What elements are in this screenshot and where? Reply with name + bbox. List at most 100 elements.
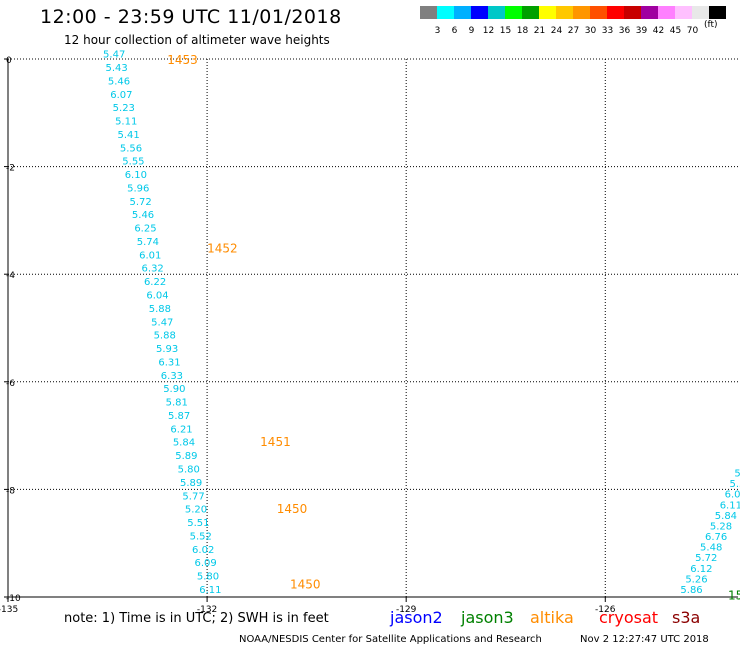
wave-height-point: 6.09	[725, 490, 740, 501]
wave-height-point: 5.87	[168, 411, 190, 422]
legend-swatch	[624, 6, 641, 19]
legend-label: 15	[499, 26, 512, 36]
wave-height-point: 6.31	[158, 357, 180, 368]
legend-swatch	[590, 6, 607, 19]
legend-label: 9	[468, 26, 475, 36]
x-tick-label: -132	[197, 605, 217, 615]
wave-height-point: 5.72	[695, 553, 717, 564]
legend-swatch	[658, 6, 675, 19]
legend-label: 18	[516, 26, 529, 36]
wave-height-point: 6.32	[142, 264, 164, 275]
sat-label-s3a: s3a	[672, 608, 701, 627]
y-tick-label: -10	[6, 594, 21, 604]
wave-height-point: 5.46	[108, 76, 130, 87]
wave-height-point: 5.23	[113, 103, 135, 114]
legend-label: 36	[618, 26, 631, 36]
legend-swatch	[454, 6, 471, 19]
wave-height-point: 5.89	[180, 478, 202, 489]
wave-height-point: 5.47	[734, 469, 740, 480]
x-tick-label: -135	[0, 605, 18, 615]
y-tick-label: -8	[6, 486, 15, 496]
wave-height-point: 6.02	[192, 545, 214, 556]
y-tick-label: 0	[6, 56, 12, 66]
chart-title: 12:00 - 23:59 UTC 11/01/2018	[40, 6, 342, 28]
legend-swatch	[471, 6, 488, 19]
wave-height-point: 6.04	[146, 291, 168, 302]
legend-swatch	[522, 6, 539, 19]
wave-height-point: 6.07	[110, 90, 132, 101]
legend-label: 21	[533, 26, 546, 36]
wave-height-point: 6.12	[690, 564, 712, 575]
wave-height-point: 5.88	[149, 304, 171, 315]
wave-height-point: 5.48	[700, 543, 722, 554]
wave-height-point: 6.09	[194, 558, 216, 569]
wave-height-point: 5.86	[680, 585, 702, 596]
x-tick-label: -129	[396, 605, 417, 615]
legend-label: 33	[601, 26, 614, 36]
legend-unit: (ft)	[704, 20, 718, 30]
sat-label-cryosat: cryosat	[599, 608, 659, 627]
y-tick-label: -6	[6, 379, 15, 389]
wave-height-point: 5.72	[130, 197, 152, 208]
wave-height-point: 6.76	[705, 532, 727, 543]
wave-height-point: 5.89	[175, 451, 197, 462]
legend-label: 6	[451, 26, 458, 36]
legend-label: 24	[550, 26, 563, 36]
legend-label: 45	[669, 26, 682, 36]
wave-height-point: 6.22	[144, 277, 166, 288]
wave-height-point: 6.10	[125, 170, 147, 181]
wave-height-point: 5.41	[117, 130, 139, 141]
wave-height-point: 5.55	[122, 157, 144, 168]
wave-height-point: 5.47	[103, 50, 125, 61]
y-tick-label: -2	[6, 164, 15, 174]
sat-label-jason2: jason2	[390, 608, 443, 627]
wave-height-point: 5.84	[173, 438, 195, 449]
legend-swatch	[692, 6, 709, 19]
wave-height-point: 5.96	[127, 183, 149, 194]
wave-height-point: 5.80	[178, 464, 200, 475]
wave-height-point: 5.34	[730, 479, 740, 490]
wave-height-point: 5.77	[182, 491, 204, 502]
wave-height-point: 5.81	[166, 398, 188, 409]
legend-swatch	[505, 6, 522, 19]
legend-swatch	[539, 6, 556, 19]
pass-time-label: 1452	[207, 241, 238, 255]
pass-time-label: 1453	[167, 53, 198, 67]
wave-height-point: 5.47	[151, 317, 173, 328]
wave-height-point: 5.88	[154, 331, 176, 342]
legend-swatch	[437, 6, 454, 19]
wave-height-point: 5.56	[120, 143, 142, 154]
pass-time-label: 1551	[728, 588, 740, 602]
wave-height-point: 6.11	[720, 500, 740, 511]
footer-credit: NOAA/NESDIS Center for Satellite Applica…	[239, 634, 542, 645]
wave-height-point: 5.51	[187, 518, 209, 529]
legend-swatch	[607, 6, 624, 19]
sat-label-altika: altika	[530, 608, 574, 627]
legend-label: 42	[652, 26, 665, 36]
pass-time-label: 1450	[277, 502, 308, 516]
wave-height-point: 5.46	[132, 210, 154, 221]
legend-swatch	[675, 6, 692, 19]
wave-height-point: 5.80	[197, 572, 219, 583]
legend-swatch	[488, 6, 505, 19]
wave-height-point: 5.11	[115, 117, 137, 128]
pass-time-label: 1451	[260, 435, 291, 449]
generation-timestamp: Nov 2 12:27:47 UTC 2018	[580, 634, 709, 645]
wave-height-point: 5.93	[156, 344, 178, 355]
legend-swatch	[641, 6, 658, 19]
wave-height-point: 5.74	[137, 237, 159, 248]
pass-time-label: 1450	[290, 578, 321, 592]
legend-swatch	[420, 6, 437, 19]
legend-swatch	[709, 6, 726, 19]
wave-height-point: 5.43	[105, 63, 127, 74]
legend-label: 3	[434, 26, 441, 36]
sat-label-jason3: jason3	[461, 608, 514, 627]
wave-height-point: 6.11	[199, 585, 221, 596]
wave-height-point: 5.20	[185, 505, 207, 516]
legend-swatch	[556, 6, 573, 19]
wave-height-point: 5.28	[710, 521, 732, 532]
legend-swatch	[573, 6, 590, 19]
legend-label: 12	[482, 26, 495, 36]
legend-label: 39	[635, 26, 648, 36]
